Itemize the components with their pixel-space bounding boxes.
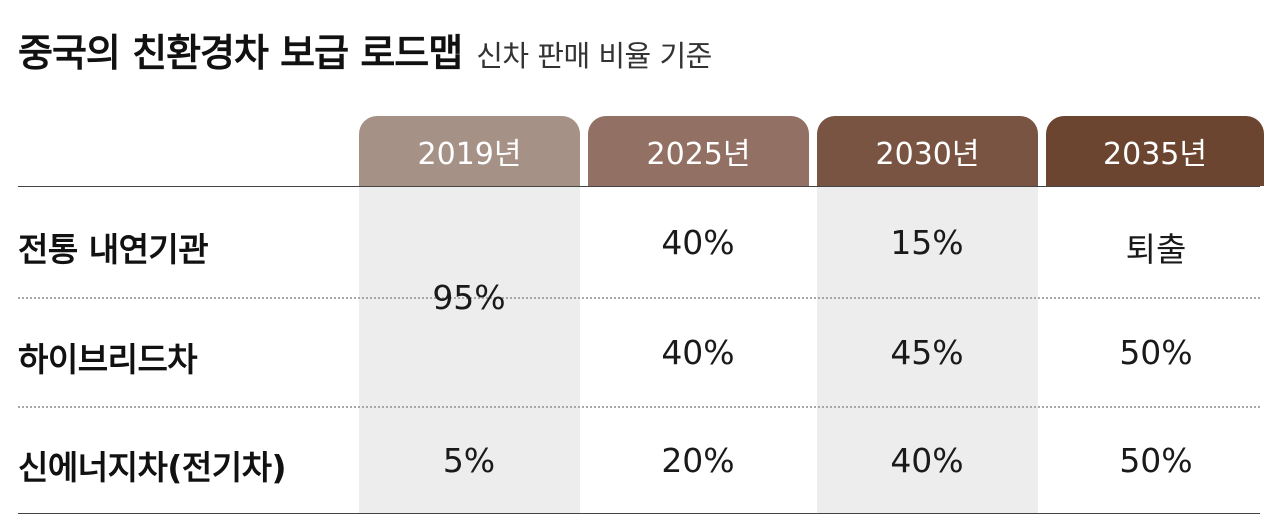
cell-ice-2030: 15% [890,223,964,262]
title-row: 중국의 친환경차 보급 로드맵 신차 판매 비율 기준 [18,22,712,77]
chart-title: 중국의 친환경차 보급 로드맵 [18,31,463,75]
cell-hybrid-2035: 50% [1119,333,1193,372]
year-header-2030: 2030년 [817,116,1038,186]
cell-nev-2025: 20% [661,441,735,480]
row-label-hybrid: 하이브리드차 [18,340,198,379]
cell-ice-2025: 40% [661,223,735,262]
year-header-2019: 2019년 [359,116,580,186]
cell-ice-2019-merged: 95% [432,278,506,317]
row-divider [18,406,1260,408]
cell-ice-2035: 퇴출 [1125,230,1187,269]
year-header-2025: 2025년 [588,116,809,186]
header-rule [18,186,1260,187]
row-label-nev: 신에너지차(전기차) [18,448,287,487]
bottom-rule [18,513,1260,514]
row-divider [18,297,1260,299]
cell-nev-2030: 40% [890,441,964,480]
column-shade-2019 [359,186,580,514]
cell-nev-2019: 5% [442,441,496,480]
year-header-2035: 2035년 [1046,116,1264,186]
row-label-ice: 전통 내연기관 [18,230,209,269]
cell-hybrid-2025: 40% [661,333,735,372]
cell-hybrid-2030: 45% [890,333,964,372]
column-shade-2030 [817,186,1038,514]
chart-subtitle: 신차 판매 비율 기준 [476,39,712,73]
cell-nev-2035: 50% [1119,441,1193,480]
